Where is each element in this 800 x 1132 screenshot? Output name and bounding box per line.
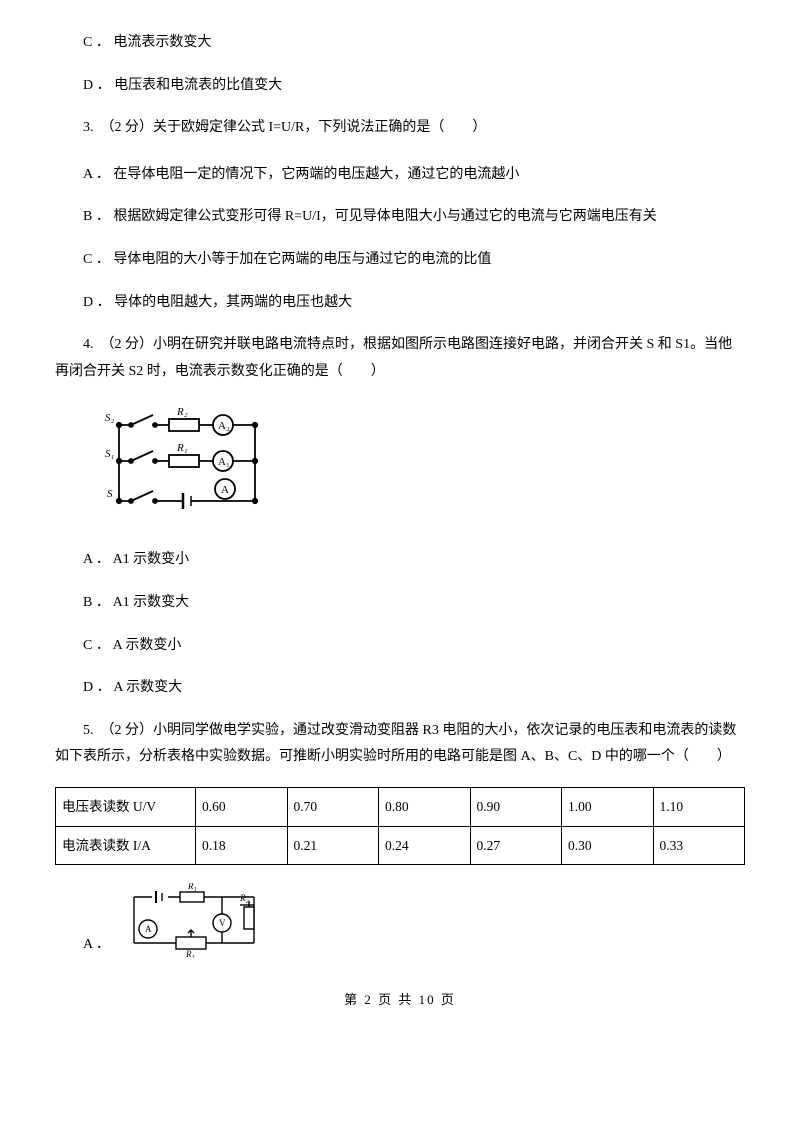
- label-s: S: [107, 488, 113, 500]
- table-row: 电压表读数 U/V 0.60 0.70 0.80 0.90 1.00 1.10: [56, 787, 745, 826]
- q2-option-c: C ． 电流表示数变大: [55, 30, 745, 57]
- svg-text:R₁: R₁: [187, 883, 197, 891]
- q5-option-a-label: A ．: [83, 932, 110, 959]
- row-header-i: 电流表读数 I/A: [56, 826, 196, 865]
- q5-stem: 5. （2 分）小明同学做电学实验，通过改变滑动变阻器 R3 电阻的大小，依次记…: [55, 718, 745, 771]
- row-header-u: 电压表读数 U/V: [56, 787, 196, 826]
- label-a: A: [221, 484, 229, 496]
- q4-stem: 4. （2 分）小明在研究并联电路电流特点时，根据如图所示电路图连接好电路，并闭…: [55, 332, 745, 385]
- svg-text:R₂: R₂: [239, 893, 249, 903]
- label-s2: S₂: [105, 412, 115, 424]
- label-a2: A₂: [218, 420, 230, 432]
- q3-option-b: B ． 根据欧姆定律公式变形可得 R=U/I，可见导体电阻大小与通过它的电流与它…: [55, 204, 745, 231]
- table-row: 电流表读数 I/A 0.18 0.21 0.24 0.27 0.30 0.33: [56, 826, 745, 865]
- q4-option-d: D ． A 示数变大: [55, 675, 745, 702]
- svg-text:A: A: [145, 924, 152, 934]
- q3-option-d: D ． 导体的电阻越大，其两端的电压也越大: [55, 290, 745, 317]
- q4-circuit-diagram: S₂ S₁ S R₂ R₁ A₂ A₁ A: [95, 401, 270, 531]
- q3-stem: 3. （2 分）关于欧姆定律公式 I=U/R，下列说法正确的是（ ）: [55, 115, 745, 142]
- label-r2: R₂: [176, 406, 188, 418]
- q5-data-table: 电压表读数 U/V 0.60 0.70 0.80 0.90 1.00 1.10 …: [55, 787, 745, 865]
- q4-option-b: B ． A1 示数变大: [55, 590, 745, 617]
- page-footer: 第 2 页 共 10 页: [55, 988, 745, 1013]
- svg-text:R₃: R₃: [185, 949, 195, 958]
- q3-option-a: A ． 在导体电阻一定的情况下，它两端的电压越大，通过它的电流越小: [55, 162, 745, 189]
- q4-option-a: A ． A1 示数变小: [55, 547, 745, 574]
- q5-circuit-a-diagram: R₁ R₂ A V R₃: [122, 883, 267, 958]
- label-s1: S₁: [105, 448, 115, 460]
- q3-option-c: C ． 导体电阻的大小等于加在它两端的电压与通过它的电流的比值: [55, 247, 745, 274]
- label-r1: R₁: [176, 442, 188, 454]
- svg-text:V: V: [219, 918, 226, 928]
- q4-option-c: C ． A 示数变小: [55, 633, 745, 660]
- label-a1: A₁: [218, 456, 230, 468]
- q2-option-d: D ． 电压表和电流表的比值变大: [55, 73, 745, 100]
